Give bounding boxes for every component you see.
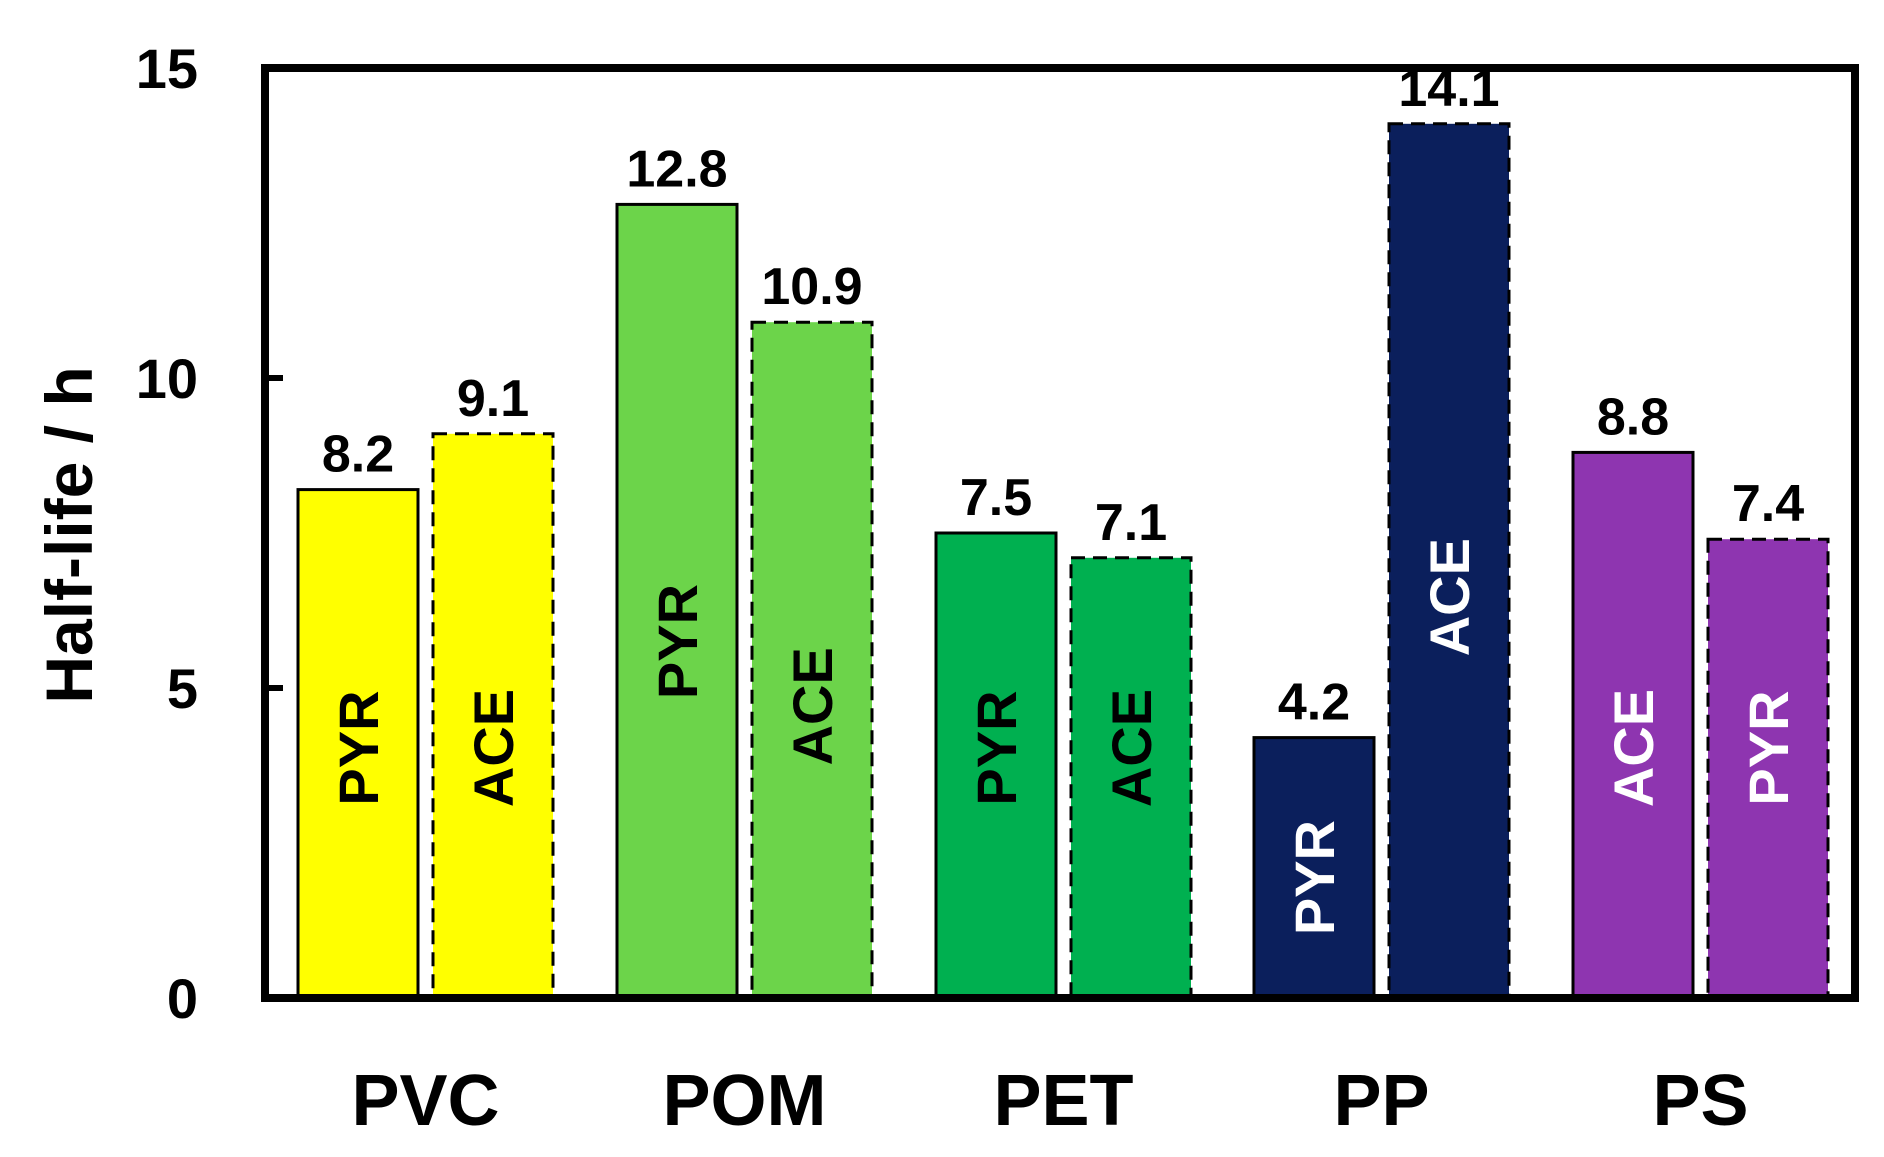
y-axis-label: Half-life / h: [32, 366, 106, 703]
bar-series-label: ACE: [1602, 689, 1665, 807]
bar-ps-ace: [1571, 450, 1695, 1000]
category-label: PS: [1652, 1061, 1748, 1141]
bar-pp-pyr: [1252, 736, 1376, 1000]
bar-value-label: 12.8: [626, 140, 727, 198]
bar-value-label: 7.5: [960, 469, 1032, 527]
bar-series-label: PYR: [327, 690, 390, 805]
bar-series-label: PYR: [1737, 690, 1800, 805]
bar-value-label: 4.2: [1278, 674, 1350, 732]
bar-pet-ace: [1069, 556, 1193, 1000]
bar-series-label: ACE: [462, 689, 525, 807]
bar-value-label: 9.1: [457, 370, 529, 428]
bar-pp-ace: [1387, 122, 1511, 1000]
y-tick-label: 15: [136, 37, 198, 100]
category-label: POM: [662, 1061, 826, 1141]
bar-value-label: 8.8: [1597, 388, 1669, 446]
bar-pom-pyr: [615, 202, 739, 1000]
bar-series-label: ACE: [1418, 538, 1481, 656]
plot-frame: [261, 64, 1859, 1002]
bar-series-label: PYR: [646, 584, 709, 699]
category-label: PVC: [351, 1061, 499, 1141]
bar-value-label: 7.4: [1732, 475, 1804, 533]
category-label: PET: [993, 1061, 1133, 1141]
category-labels: PVC POM PET PP PS: [351, 1061, 1748, 1141]
bar-series-label: PYR: [965, 690, 1028, 805]
bar-value-label: 7.1: [1095, 494, 1167, 552]
bar-pet-pyr: [934, 531, 1058, 1000]
y-tick-label: 0: [167, 967, 198, 1030]
bar-value-label: 10.9: [761, 258, 862, 316]
bar-pom-ace: [750, 320, 874, 1000]
bars: 8.2 PYR 9.1 ACE 12.8 PYR 10.9 ACE 7.5 PYR 7.1 ACE 4.…: [296, 60, 1830, 1000]
bar-series-label: ACE: [1100, 689, 1163, 807]
bar-value-label: 8.2: [322, 426, 394, 484]
bar-ps-pyr: [1706, 537, 1830, 1000]
y-tick-label: 10: [136, 347, 198, 410]
y-tick-label: 5: [167, 657, 198, 720]
bar-pvc-ace: [431, 432, 555, 1000]
bar-series-label: ACE: [781, 647, 844, 765]
y-axis-ticks: 0 5 10 15: [136, 37, 283, 1030]
bar-pvc-pyr: [296, 488, 420, 1000]
category-label: PP: [1333, 1061, 1429, 1141]
bar-series-label: PYR: [1283, 820, 1346, 935]
